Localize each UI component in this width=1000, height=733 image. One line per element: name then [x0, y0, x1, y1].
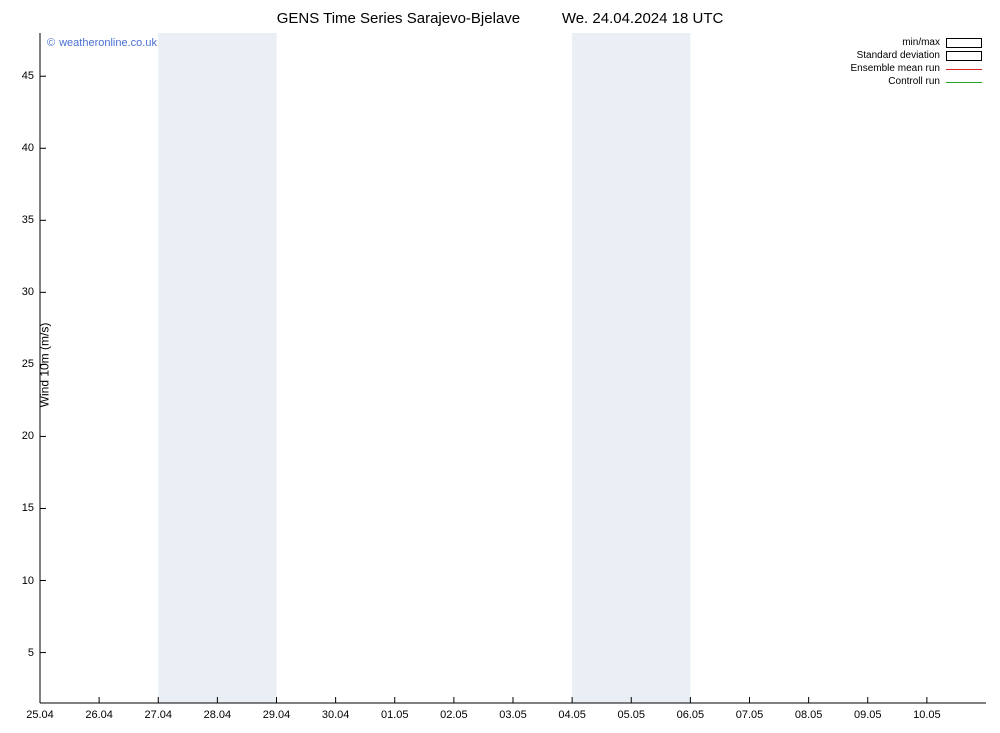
legend-label: min/max — [902, 36, 946, 49]
x-tick-label: 09.05 — [854, 709, 882, 721]
y-tick-label: 10 — [12, 575, 34, 587]
legend-swatch — [946, 51, 982, 61]
legend-swatch — [946, 64, 982, 74]
legend-label: Controll run — [888, 75, 946, 88]
watermark-text: weatheronline.co.uk — [59, 37, 157, 49]
legend-swatch — [946, 77, 982, 87]
legend-label: Standard deviation — [857, 49, 946, 62]
x-tick-label: 10.05 — [913, 709, 941, 721]
y-axis-label: Wind 10m (m/s) — [37, 323, 51, 408]
x-tick-label: 25.04 — [26, 709, 54, 721]
title-prefix: GENS Time Series — [277, 10, 407, 27]
y-tick-label: 30 — [12, 286, 34, 298]
x-tick-label: 03.05 — [499, 709, 527, 721]
title-spacer — [520, 10, 562, 27]
weekend-band — [572, 33, 690, 703]
chart-title: GENS Time Series Sarajevo-Bjelave We. 24… — [0, 10, 1000, 27]
title-location: Sarajevo-Bjelave — [407, 10, 520, 27]
y-tick-label: 5 — [12, 647, 34, 659]
x-tick-label: 28.04 — [204, 709, 232, 721]
legend-entry: Controll run — [851, 75, 983, 88]
x-tick-label: 07.05 — [736, 709, 764, 721]
x-tick-label: 26.04 — [85, 709, 113, 721]
x-tick-label: 08.05 — [795, 709, 823, 721]
legend: min/maxStandard deviationEnsemble mean r… — [851, 36, 983, 88]
x-tick-label: 02.05 — [440, 709, 468, 721]
legend-label: Ensemble mean run — [851, 62, 947, 75]
y-tick-label: 45 — [12, 70, 34, 82]
y-tick-label: 15 — [12, 502, 34, 514]
weekend-band — [158, 33, 276, 703]
chart-plot — [0, 0, 1000, 733]
x-tick-label: 30.04 — [322, 709, 350, 721]
x-tick-label: 01.05 — [381, 709, 409, 721]
title-datetime: We. 24.04.2024 18 UTC — [562, 10, 723, 27]
y-tick-label: 40 — [12, 142, 34, 154]
legend-entry: min/max — [851, 36, 983, 49]
legend-entry: Ensemble mean run — [851, 62, 983, 75]
legend-swatch — [946, 38, 982, 48]
x-tick-label: 05.05 — [617, 709, 645, 721]
watermark: © weatheronline.co.uk — [47, 37, 157, 49]
legend-entry: Standard deviation — [851, 49, 983, 62]
copyright-icon: © — [47, 37, 55, 49]
x-tick-label: 27.04 — [144, 709, 172, 721]
weekend-bands — [158, 33, 690, 703]
x-tick-label: 04.05 — [558, 709, 586, 721]
y-tick-label: 20 — [12, 430, 34, 442]
x-tick-label: 06.05 — [677, 709, 705, 721]
y-tick-label: 25 — [12, 358, 34, 370]
y-tick-label: 35 — [12, 214, 34, 226]
x-tick-label: 29.04 — [263, 709, 291, 721]
